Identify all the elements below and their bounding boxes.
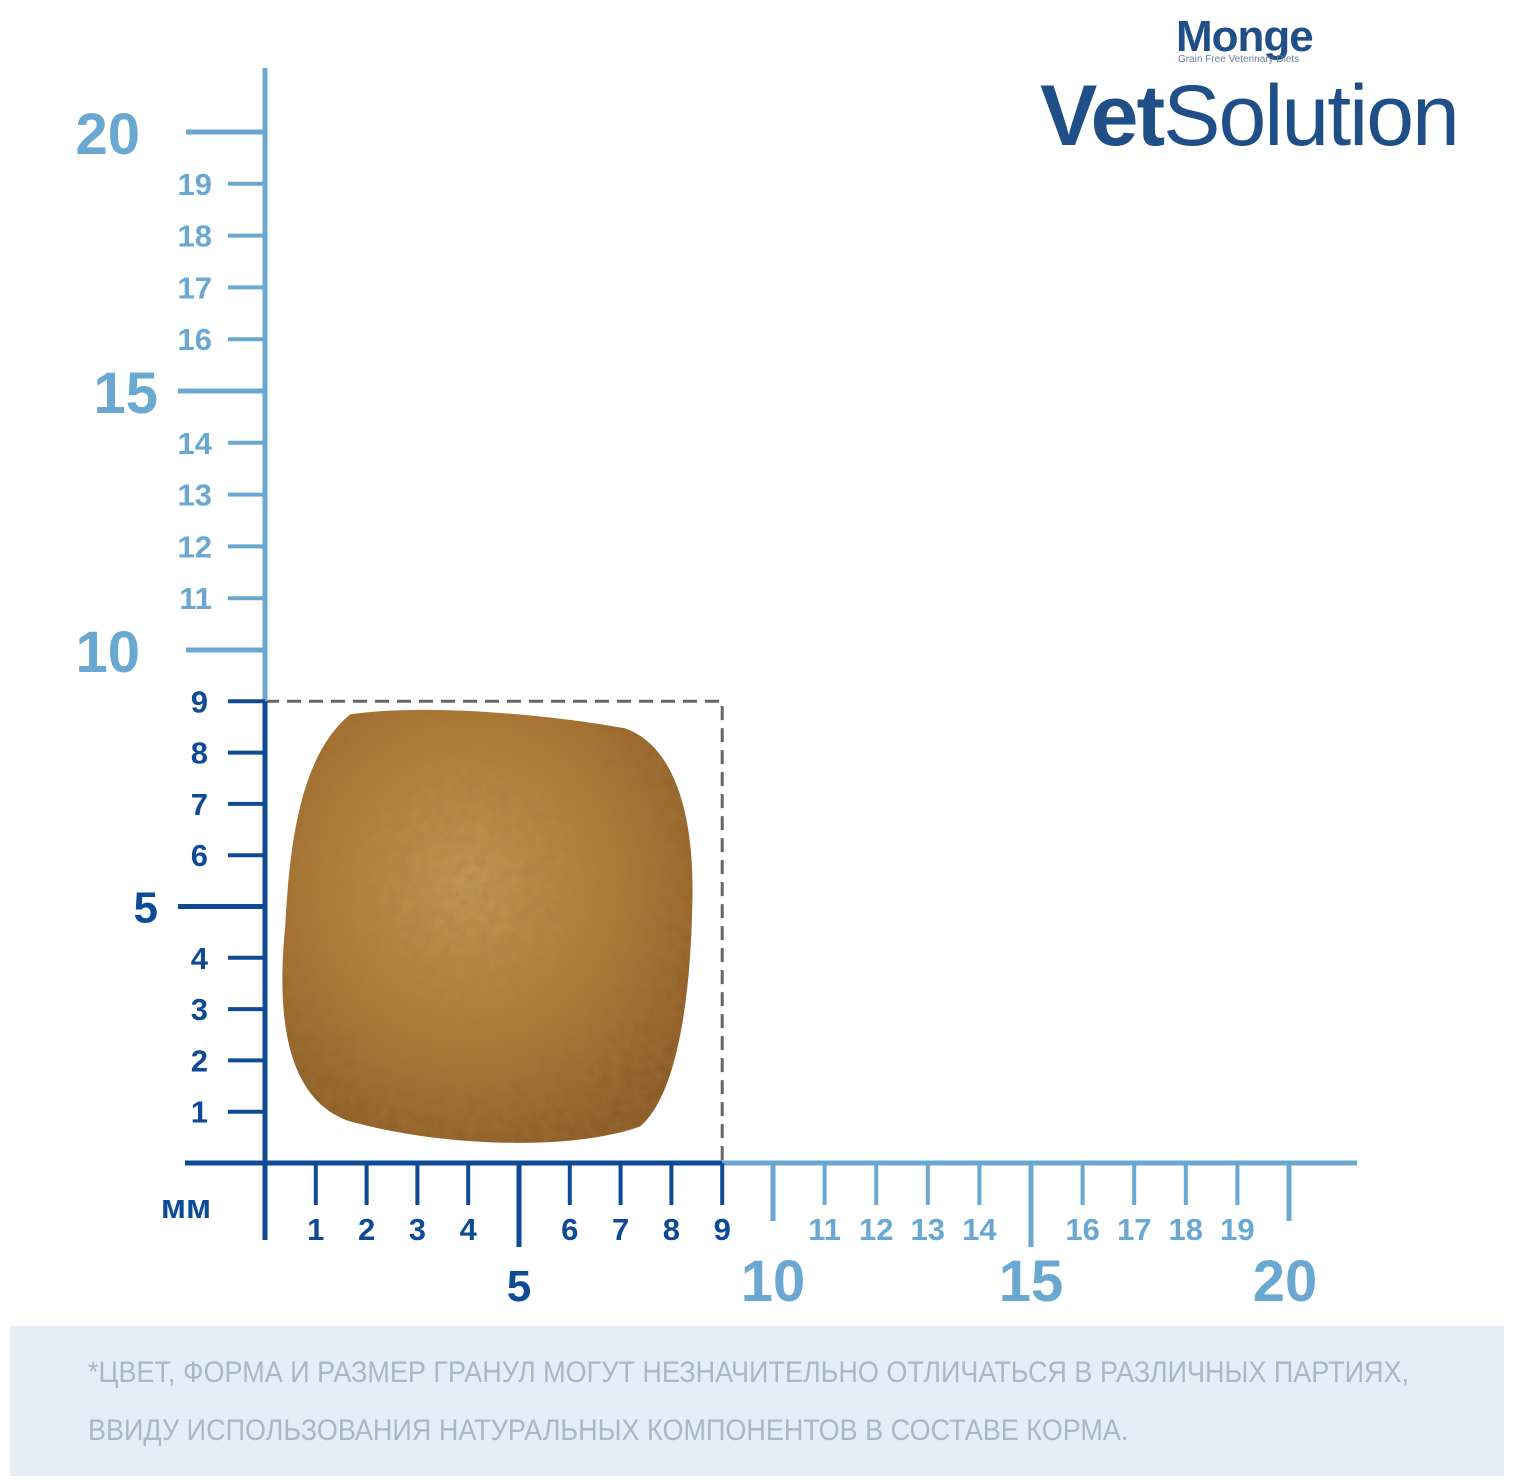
y-label-6: 6	[191, 838, 208, 873]
y-label-18: 18	[178, 219, 212, 254]
x-label-2: 2	[358, 1212, 375, 1247]
y-major-label-20: 20	[75, 102, 140, 167]
x-label-12: 12	[859, 1212, 893, 1247]
y-label-2: 2	[191, 1043, 208, 1078]
x-label-14: 14	[962, 1212, 997, 1247]
y-label-17: 17	[178, 270, 212, 305]
x-label-9: 9	[714, 1212, 731, 1247]
monge-brand: Monge	[1176, 12, 1314, 61]
y-major-label-10: 10	[75, 620, 140, 685]
y-label-1: 1	[191, 1095, 208, 1130]
disclaimer-line-2: ВВИДУ ИСПОЛЬЗОВАНИЯ НАТУРАЛЬНЫХ КОМПОНЕН…	[88, 1414, 1129, 1447]
kibble-image	[282, 709, 693, 1143]
y-label-9: 9	[191, 684, 208, 719]
x-label-6: 6	[561, 1212, 578, 1247]
y-major-label-15: 15	[93, 361, 158, 426]
scale-labels: 1 2 3 4 6 7 8 9 11 12 13 14 16 17 18 195 10 15 20123467891…	[75, 102, 1317, 1314]
y-label-11: 11	[179, 581, 212, 616]
x-major-label-15: 15	[999, 1249, 1064, 1314]
vetsolution-wordmark: VetSolution	[1040, 68, 1460, 164]
y-label-3: 3	[191, 992, 208, 1027]
measurement-scale: 1 2 3 4 6 7 8 9 11 12 13 14 16 17 18 195 10 15 20123467891…	[75, 68, 1357, 1314]
y-label-12: 12	[178, 529, 212, 564]
kibble-texture	[282, 709, 693, 1143]
x-label-8: 8	[663, 1212, 680, 1247]
y-label-7: 7	[191, 787, 208, 822]
unit-label: мм	[161, 1188, 211, 1226]
disclaimer-line-1: *ЦВЕТ, ФОРМА И РАЗМЕР ГРАНУЛ МОГУТ НЕЗНА…	[88, 1356, 1410, 1389]
x-label-4: 4	[460, 1212, 478, 1247]
y-label-19: 19	[178, 167, 212, 202]
x-major-label-20: 20	[1253, 1249, 1318, 1314]
disclaimer-footer: *ЦВЕТ, ФОРМА И РАЗМЕР ГРАНУЛ МОГУТ НЕЗНА…	[10, 1326, 1504, 1476]
x-label-1: 1	[307, 1212, 324, 1247]
x-label-19: 19	[1220, 1212, 1254, 1247]
x-label-11: 11	[808, 1212, 841, 1247]
y-label-8: 8	[191, 736, 208, 771]
x-major-label-5: 5	[507, 1262, 531, 1311]
y-label-16: 16	[178, 322, 212, 357]
x-label-3: 3	[409, 1212, 426, 1247]
x-label-7: 7	[612, 1212, 629, 1247]
y-label-14: 14	[178, 426, 213, 461]
x-label-16: 16	[1065, 1212, 1099, 1247]
vet-text: Vet	[1040, 68, 1165, 164]
y-label-4: 4	[191, 941, 209, 976]
monge-vetsolution-logo: Monge Grain Free Veterinary Diets VetSol…	[1040, 12, 1480, 162]
x-label-17: 17	[1117, 1212, 1151, 1247]
scale-ticks	[178, 68, 1357, 1247]
x-major-label-10: 10	[741, 1249, 806, 1314]
y-major-label-5: 5	[134, 884, 158, 933]
x-label-18: 18	[1169, 1212, 1203, 1247]
solution-text: Solution	[1163, 68, 1460, 164]
monge-tagline: Grain Free Veterinary Diets	[1178, 54, 1300, 65]
x-label-13: 13	[911, 1212, 945, 1247]
y-label-13: 13	[178, 478, 212, 513]
